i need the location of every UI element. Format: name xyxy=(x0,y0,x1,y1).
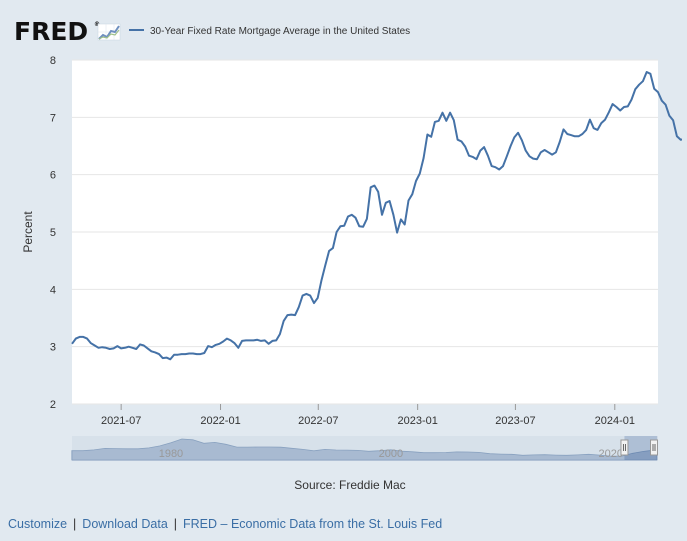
x-tick-label: 2021-07 xyxy=(101,415,141,427)
fred-home-link[interactable]: FRED – Economic Data from the St. Louis … xyxy=(183,517,443,531)
y-tick-label: 5 xyxy=(50,227,56,239)
legend-label: 30-Year Fixed Rate Mortgage Average in t… xyxy=(150,26,410,37)
navigator-labels: 1980 2000 2020 xyxy=(159,448,623,460)
navigator-handle-left[interactable] xyxy=(620,439,629,456)
x-tick-label: 2022-07 xyxy=(298,415,338,427)
grid-lines xyxy=(72,59,658,405)
fred-logo[interactable]: FRED ® xyxy=(14,17,121,46)
footer-links: Customize | Download Data | FRED – Economic … xyxy=(8,517,442,531)
navigator-series xyxy=(71,438,658,461)
fred-logo-text: FRED xyxy=(14,17,88,46)
customize-link[interactable]: Customize xyxy=(8,517,68,531)
footer-separator: | xyxy=(173,517,178,531)
y-tick-label: 8 xyxy=(50,55,56,67)
legend[interactable]: 30-Year Fixed Rate Mortgage Average in t… xyxy=(129,26,410,37)
y-tick-label: 3 xyxy=(50,342,56,354)
y-axis: 2 3 4 5 6 7 8 xyxy=(50,55,56,411)
chart-panel: FRED ® 30-Year Fixed Rate Mortgage Avera… xyxy=(8,10,682,510)
x-tick-label: 2023-01 xyxy=(397,415,437,427)
x-tick-label: 2022-01 xyxy=(200,415,240,427)
navigator-year-label: 1980 xyxy=(159,448,183,460)
navigator-mask xyxy=(72,436,625,460)
y-tick-label: 7 xyxy=(50,112,56,124)
download-data-link[interactable]: Download Data xyxy=(82,517,168,531)
y-tick-label: 4 xyxy=(50,284,56,296)
navigator[interactable]: 1980 2000 2020 xyxy=(71,436,658,461)
x-tick-label: 2024-01 xyxy=(595,415,635,427)
x-axis: 2021-07 2022-01 2022-07 2023-01 2023-07 2024-… xyxy=(101,404,635,427)
navigator-year-label: 2020 xyxy=(598,448,622,460)
y-tick-label: 6 xyxy=(50,170,56,182)
x-tick-label: 2023-07 xyxy=(495,415,535,427)
registered-mark: ® xyxy=(94,21,100,28)
source-label: Source: Freddie Mac xyxy=(294,478,405,492)
navigator-handle-right[interactable] xyxy=(650,439,658,456)
y-axis-title: Percent xyxy=(21,211,35,253)
y-tick-label: 2 xyxy=(50,399,56,411)
navigator-year-label: 2000 xyxy=(379,448,403,460)
series-line[interactable] xyxy=(71,71,682,361)
footer-separator: | xyxy=(73,517,77,531)
fred-logo-graph-icon xyxy=(97,23,121,41)
chart-svg: FRED ® 30-Year Fixed Rate Mortgage Avera… xyxy=(14,17,682,492)
